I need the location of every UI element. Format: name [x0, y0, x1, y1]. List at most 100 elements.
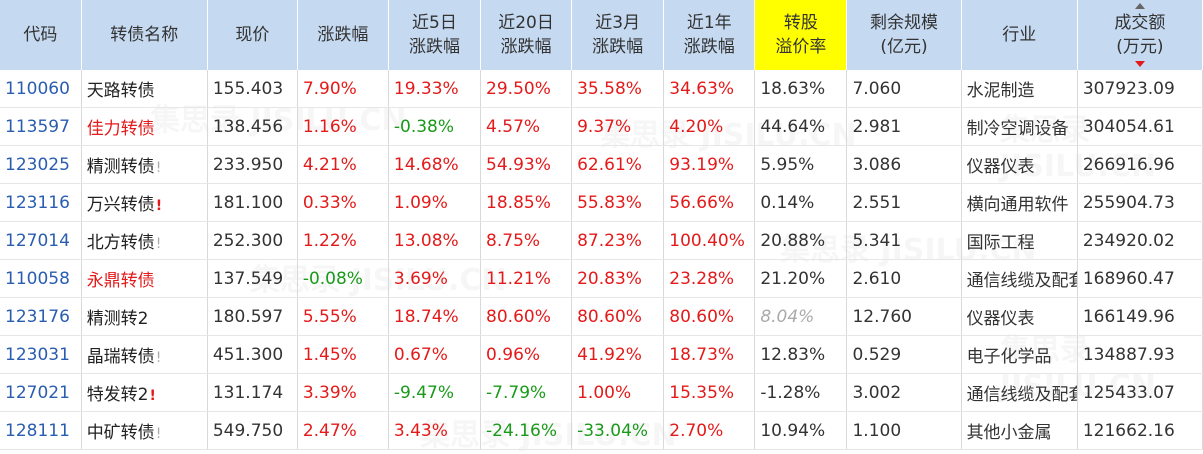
chg20-cell: 29.50% — [480, 70, 573, 108]
table-row[interactable]: 123025 精测转债! 233.950 4.21% 14.68% 54.93% 62.61… — [0, 145, 1203, 184]
chg5-cell: 13.08% — [388, 221, 482, 260]
bond-name-link[interactable]: 天路转债 — [81, 70, 208, 108]
bond-name-link[interactable]: 万兴转债! — [81, 183, 208, 222]
bond-name-link[interactable]: 佳力转债 — [81, 107, 208, 146]
chg5-cell: 3.69% — [388, 259, 482, 298]
chg20-cell: 11.21% — [480, 259, 573, 298]
col-header-chg20[interactable]: 近20日 涨跌幅 — [480, 0, 573, 70]
notice-flag-icon[interactable]: ! — [155, 198, 163, 214]
chg3m-cell: 41.92% — [571, 335, 665, 374]
notice-flag-icon[interactable]: ! — [155, 236, 162, 252]
chg1y-cell: 56.66% — [663, 183, 756, 222]
chg1y-cell: 23.28% — [663, 259, 756, 298]
scale-cell: 1.100 — [846, 411, 962, 450]
table-row[interactable]: 128111 中矿转债! 549.750 2.47% 3.43% -24.16% -33.0… — [0, 411, 1203, 450]
col-header-name[interactable]: 转债名称 — [81, 0, 208, 70]
bond-name-link[interactable]: 北方转债! — [81, 221, 208, 260]
bond-name-text: 北方转债 — [86, 233, 155, 253]
table-row[interactable]: 127021 特发转2! 131.174 3.39% -9.47% -7.79% 1.00%… — [0, 373, 1203, 412]
notice-flag-icon[interactable]: ! — [149, 388, 156, 404]
industry-cell: 横向通用软件 — [961, 183, 1078, 222]
bond-code-link[interactable]: 113597 — [0, 107, 82, 146]
bond-name-link[interactable]: 中矿转债! — [81, 411, 208, 450]
col-header-industry[interactable]: 行业 — [961, 0, 1078, 70]
bond-name-text: 永鼎转债 — [86, 271, 155, 291]
col-header-premium[interactable]: 转股 溢价率 — [754, 0, 848, 70]
chg1y-cell: 93.19% — [663, 145, 756, 184]
col-header-change[interactable]: 涨跌幅 — [297, 0, 389, 70]
price-cell: 180.597 — [207, 297, 298, 336]
scale-cell: 0.529 — [846, 335, 962, 374]
notice-flag-icon[interactable]: ! — [155, 426, 162, 442]
volume-cell: 168960.47 — [1077, 259, 1203, 298]
bond-name-text: 中矿转债 — [86, 423, 155, 443]
price-cell: 451.300 — [207, 335, 298, 374]
bond-name-text: 佳力转债 — [86, 119, 155, 139]
bond-code-link[interactable]: 123025 — [0, 145, 82, 184]
volume-cell: 304054.61 — [1077, 107, 1203, 146]
bond-code-link[interactable]: 128111 — [0, 411, 82, 450]
industry-cell: 通信线缆及配套 — [961, 373, 1078, 412]
table-row[interactable]: 123176 精测转2 180.597 5.55% 18.74% 80.60% 80.60%… — [0, 297, 1203, 336]
volume-cell: 307923.09 — [1077, 70, 1203, 108]
bond-name-link[interactable]: 永鼎转债 — [81, 259, 208, 298]
chg3m-cell: 87.23% — [571, 221, 665, 260]
table-row[interactable]: 113597 佳力转债 138.456 1.16% -0.38% 4.57% 9.37% 4.… — [0, 107, 1203, 146]
bond-code-link[interactable]: 127014 — [0, 221, 82, 260]
bond-name-link[interactable]: 精测转2 — [81, 297, 208, 336]
bond-name-text: 精测转2 — [86, 309, 149, 329]
col-header-scale[interactable]: 剩余规模 (亿元) — [846, 0, 962, 70]
industry-cell: 国际工程 — [961, 221, 1078, 260]
change-cell: 7.90% — [297, 70, 389, 108]
volume-cell: 255904.73 — [1077, 183, 1203, 222]
industry-cell: 制冷空调设备 — [961, 107, 1078, 146]
bond-code-link[interactable]: 110058 — [0, 259, 82, 298]
volume-cell: 166149.96 — [1077, 297, 1203, 336]
table-row[interactable]: 110058 永鼎转债 137.549 -0.08% 3.69% 11.21% 20.83%… — [0, 259, 1203, 298]
volume-cell: 125433.07 — [1077, 373, 1203, 412]
col-header-code[interactable]: 代码 — [0, 0, 82, 70]
bond-name-link[interactable]: 精测转债! — [81, 145, 208, 184]
chg3m-cell: 55.83% — [571, 183, 665, 222]
bond-code-link[interactable]: 127021 — [0, 373, 82, 412]
premium-cell: 10.94% — [754, 411, 848, 450]
bond-name-text: 特发转2 — [86, 385, 149, 405]
chg20-cell: 54.93% — [480, 145, 573, 184]
col-header-chg3m[interactable]: 近3月 涨跌幅 — [571, 0, 665, 70]
chg1y-cell: 2.70% — [663, 411, 756, 450]
bond-code-link[interactable]: 123031 — [0, 335, 82, 374]
chg5-cell: 1.09% — [388, 183, 482, 222]
col-header-price[interactable]: 现价 — [207, 0, 298, 70]
sort-desc-icon[interactable] — [1134, 61, 1145, 67]
bond-name-text: 天路转债 — [86, 81, 155, 101]
notice-flag-icon[interactable]: ! — [155, 350, 162, 366]
sort-asc-icon[interactable] — [1134, 3, 1145, 9]
change-cell: 1.22% — [297, 221, 389, 260]
bond-code-link[interactable]: 110060 — [0, 70, 82, 108]
change-cell: 1.16% — [297, 107, 389, 146]
premium-cell: 12.83% — [754, 335, 848, 374]
change-cell: 1.45% — [297, 335, 389, 374]
col-header-volume[interactable]: 成交额 (万元) — [1077, 0, 1203, 70]
scale-cell: 5.341 — [846, 221, 962, 260]
volume-cell: 234920.02 — [1077, 221, 1203, 260]
industry-cell: 通信线缆及配套 — [961, 259, 1078, 298]
table-row[interactable]: 123031 晶瑞转债! 451.300 1.45% 0.67% 0.96% 41.92% 1… — [0, 335, 1203, 374]
table-row[interactable]: 127014 北方转债! 252.300 1.22% 13.08% 8.75% 87.23%… — [0, 221, 1203, 260]
volume-cell: 266916.96 — [1077, 145, 1203, 184]
bond-name-link[interactable]: 晶瑞转债! — [81, 335, 208, 374]
chg20-cell: -24.16% — [480, 411, 573, 450]
scale-cell: 3.002 — [846, 373, 962, 412]
premium-cell: 18.63% — [754, 70, 848, 108]
bond-code-link[interactable]: 123176 — [0, 297, 82, 336]
scale-cell: 2.610 — [846, 259, 962, 298]
col-header-chg5[interactable]: 近5日 涨跌幅 — [388, 0, 482, 70]
table-row[interactable]: 123116 万兴转债! 181.100 0.33% 1.09% 18.85% 55.83%… — [0, 183, 1203, 222]
notice-flag-icon[interactable]: ! — [155, 160, 162, 176]
bond-code-link[interactable]: 123116 — [0, 183, 82, 222]
table-row[interactable]: 110060 天路转债 155.403 7.90% 19.33% 29.50% 35.58%… — [0, 70, 1203, 108]
bond-name-link[interactable]: 特发转2! — [81, 373, 208, 412]
scale-cell: 3.086 — [846, 145, 962, 184]
col-header-chg1y[interactable]: 近1年 涨跌幅 — [663, 0, 756, 70]
premium-cell: 8.04% — [754, 297, 848, 336]
